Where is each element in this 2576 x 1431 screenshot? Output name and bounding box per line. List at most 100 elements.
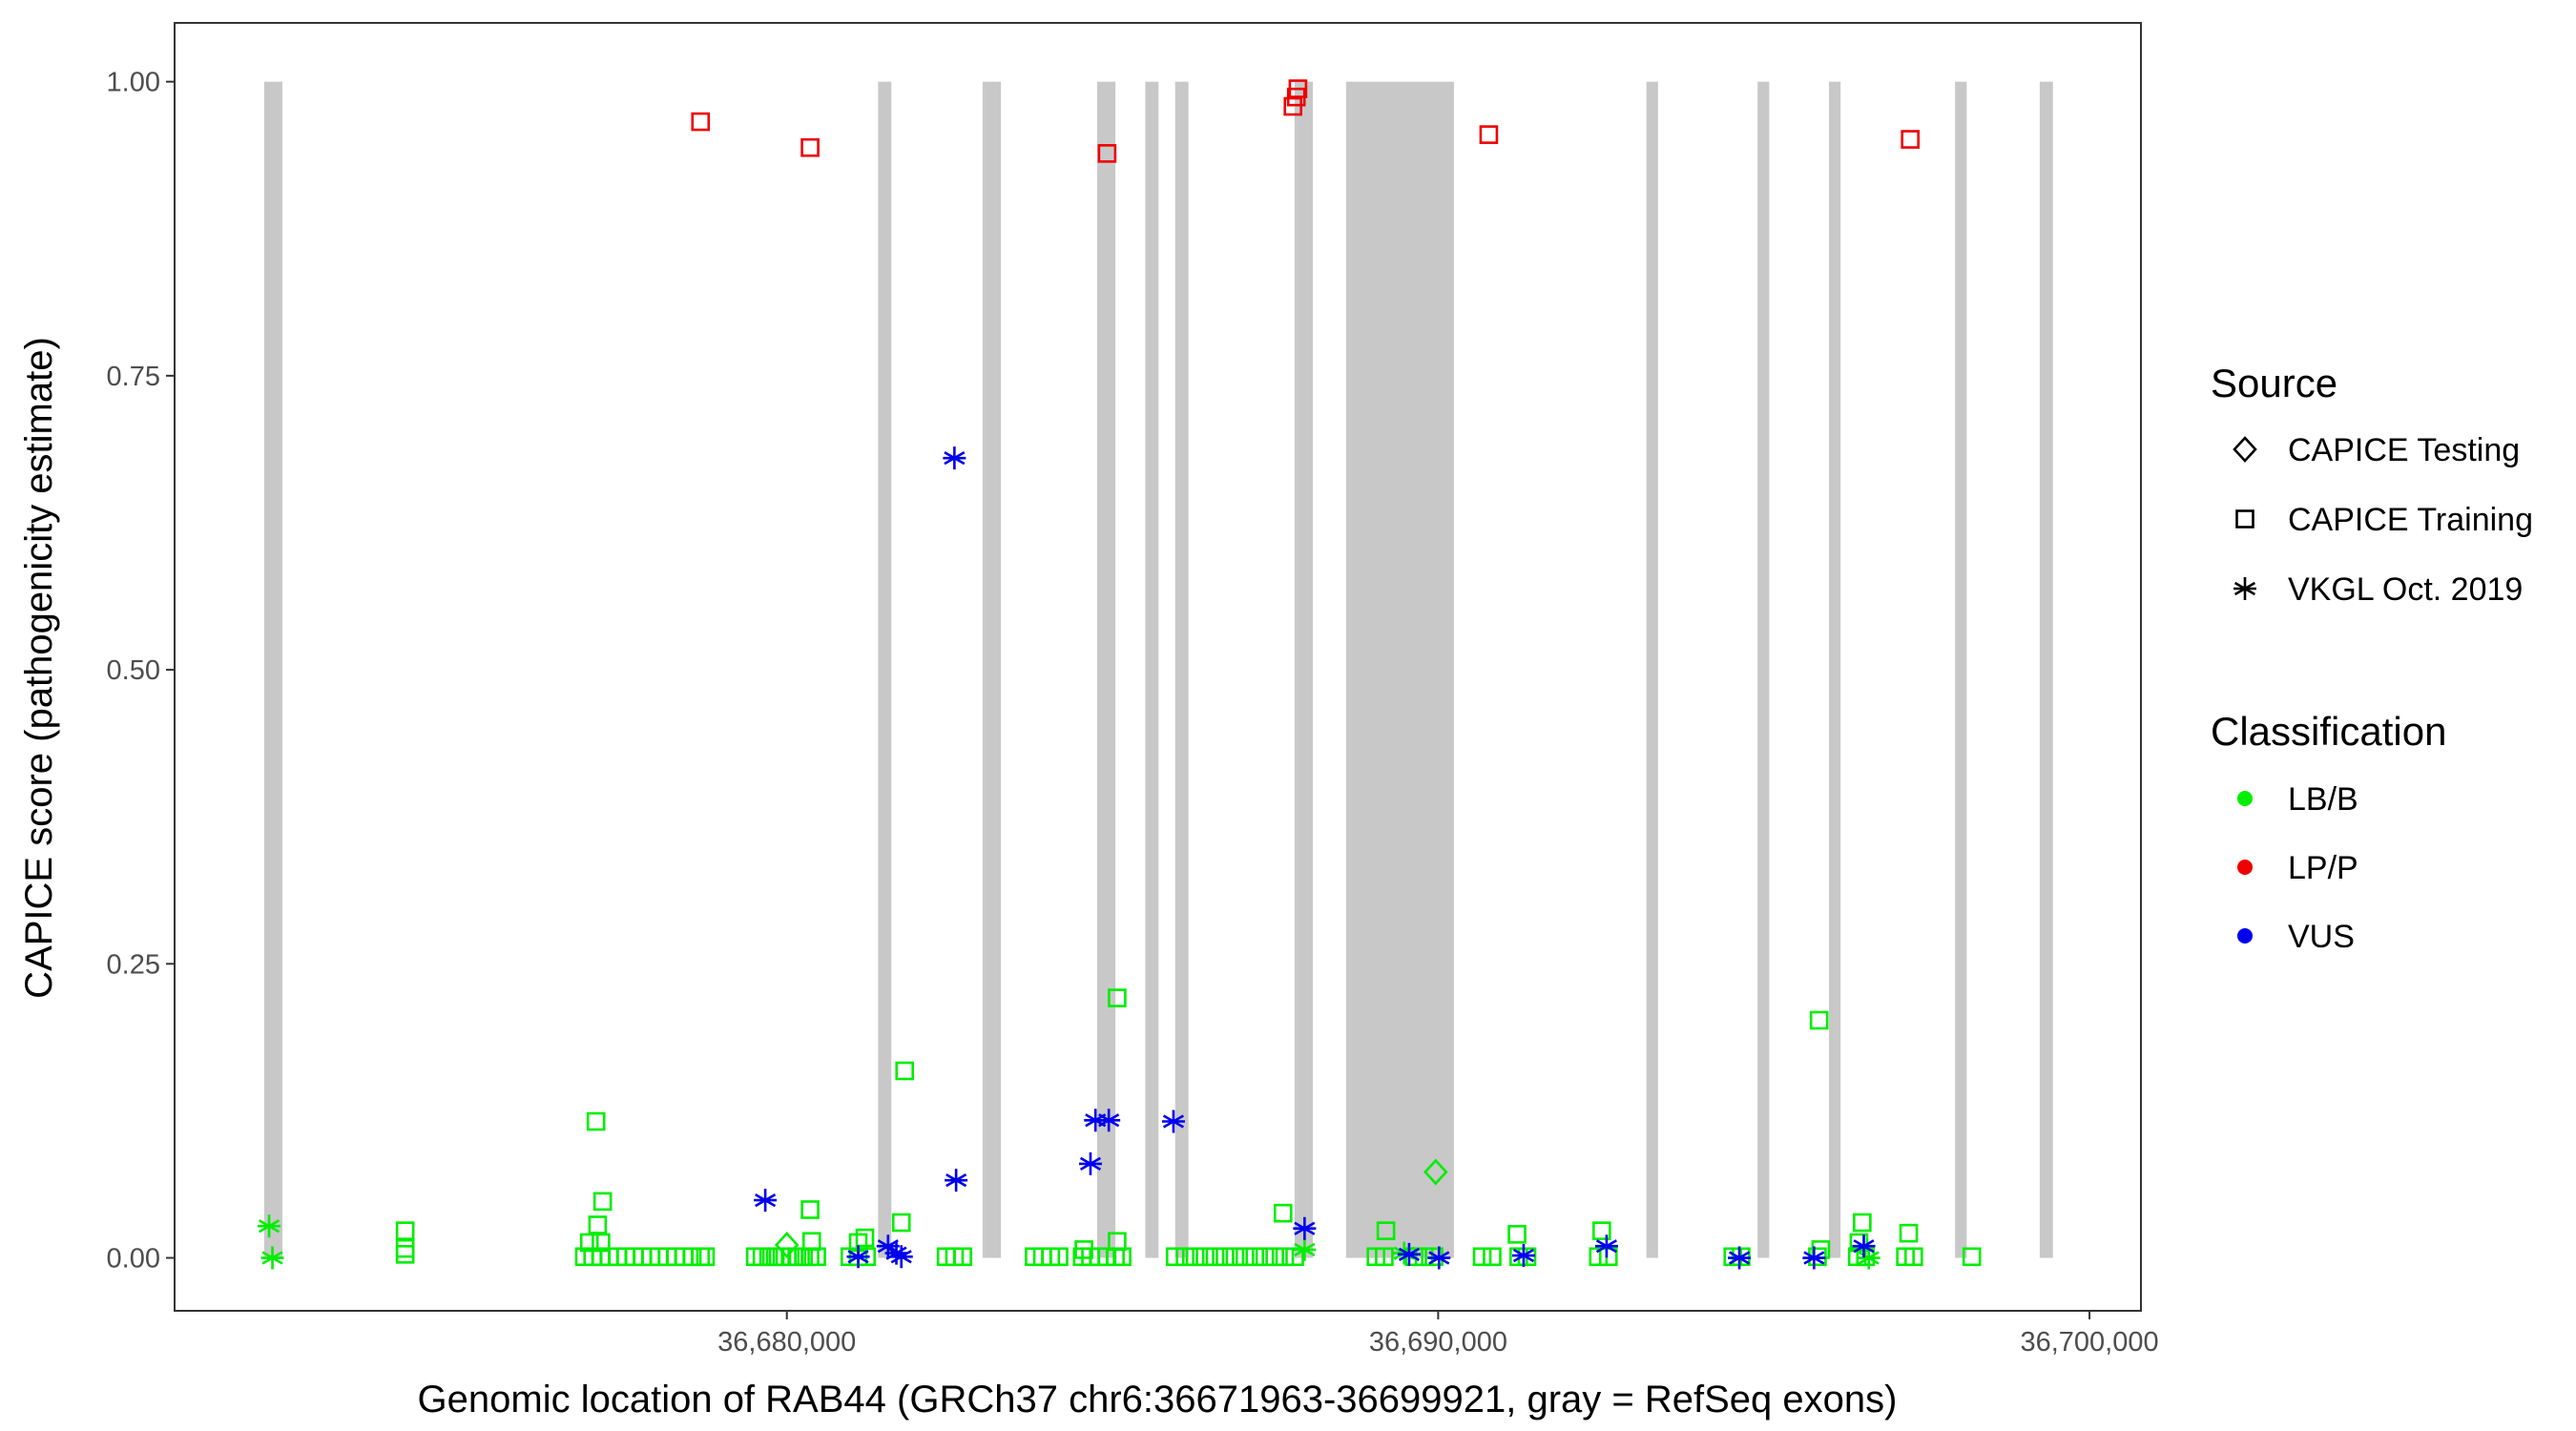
exon-band xyxy=(1955,81,1967,1258)
y-tick-label: 0.00 xyxy=(107,1244,160,1275)
data-point xyxy=(891,1213,911,1233)
data-point xyxy=(1205,1247,1225,1267)
data-point xyxy=(691,112,711,132)
data-point xyxy=(592,1233,611,1253)
data-point xyxy=(1904,1247,1923,1267)
legend-label: CAPICE Testing xyxy=(2288,432,2520,468)
data-point xyxy=(1427,1246,1451,1270)
data-point xyxy=(1594,1234,1618,1258)
data-point xyxy=(1195,1247,1215,1267)
data-point xyxy=(1293,1216,1317,1240)
data-point xyxy=(801,1232,821,1252)
y-tick-label: 0.75 xyxy=(107,362,160,392)
data-point xyxy=(1265,1247,1284,1267)
data-point xyxy=(1049,1247,1069,1267)
exon-band xyxy=(1096,81,1116,1258)
data-point xyxy=(895,1061,915,1081)
exon-band xyxy=(1828,81,1841,1258)
data-point xyxy=(774,1232,800,1258)
legend-label: VUS xyxy=(2288,919,2355,955)
data-point xyxy=(846,1245,870,1269)
data-point xyxy=(1857,1246,1880,1270)
data-point xyxy=(1283,96,1303,116)
data-point xyxy=(1809,1010,1829,1030)
legend-label: LP/P xyxy=(2288,850,2358,886)
data-point xyxy=(1852,1234,1876,1258)
y-tick-label: 0.25 xyxy=(107,949,160,980)
data-point xyxy=(588,1215,608,1234)
exon-band xyxy=(1294,81,1314,1258)
data-point xyxy=(1255,1247,1275,1267)
data-point xyxy=(1802,1246,1826,1270)
data-point xyxy=(876,1234,900,1258)
legend-key-diamond xyxy=(2233,436,2257,463)
legend-key-square xyxy=(2235,509,2254,529)
data-point xyxy=(1376,1221,1396,1240)
exon-bands xyxy=(263,81,2053,1258)
data-points xyxy=(258,79,1982,1270)
data-point xyxy=(1074,1240,1093,1259)
x-axis-title: Genomic location of RAB44 (GRCh37 chr6:3… xyxy=(418,1379,1898,1421)
data-point xyxy=(1849,1233,1869,1253)
data-point xyxy=(1273,1203,1293,1223)
x-tick-label: 36,700,000 xyxy=(2020,1327,2158,1358)
data-point xyxy=(1245,1247,1265,1267)
data-point xyxy=(1899,1223,1919,1243)
x-tick-label: 36,680,000 xyxy=(717,1327,856,1358)
data-point xyxy=(1375,1247,1394,1267)
data-point xyxy=(1598,1247,1618,1267)
data-point xyxy=(586,1111,606,1131)
data-point xyxy=(1215,1247,1235,1267)
exon-band xyxy=(1646,81,1658,1258)
data-point xyxy=(258,1214,281,1238)
exon-band xyxy=(2039,81,2053,1258)
data-point xyxy=(395,1221,415,1240)
legend-key-asterisk xyxy=(2233,577,2256,600)
legend-key-dot xyxy=(2237,928,2253,944)
legend: Source Classification CAPICE Testing CAPI… xyxy=(2211,361,2533,955)
legend-label: VKGL Oct. 2019 xyxy=(2288,571,2523,608)
y-tick-label: 1.00 xyxy=(107,68,160,98)
data-point xyxy=(1225,1247,1245,1267)
data-point xyxy=(1288,79,1308,98)
data-point xyxy=(1185,1247,1205,1267)
exon-band xyxy=(1345,81,1454,1258)
data-point xyxy=(1108,988,1127,1007)
data-point xyxy=(260,1246,284,1270)
data-point xyxy=(1483,1247,1502,1267)
data-point xyxy=(1235,1247,1255,1267)
data-point xyxy=(1853,1213,1872,1233)
data-point xyxy=(579,1233,599,1253)
exon-band xyxy=(878,81,892,1258)
data-point xyxy=(395,1245,415,1264)
exon-band xyxy=(1174,81,1189,1258)
data-point xyxy=(1293,1237,1317,1261)
x-tick-label: 36,690,000 xyxy=(1369,1327,1507,1358)
data-point xyxy=(395,1238,415,1258)
data-point xyxy=(943,446,966,470)
y-tick-label: 0.50 xyxy=(107,655,160,686)
data-point xyxy=(1097,1109,1121,1132)
legend-key-dot xyxy=(2237,791,2253,806)
exon-band xyxy=(263,81,282,1258)
data-point xyxy=(855,1228,875,1248)
data-point xyxy=(754,1189,778,1213)
data-point xyxy=(1175,1247,1195,1267)
data-point xyxy=(1901,130,1920,149)
data-point xyxy=(1592,1221,1611,1240)
data-point xyxy=(592,1192,613,1212)
axes: 0.00 0.25 0.50 0.75 1.00 36,680,000 36,690,000… xyxy=(107,68,2159,1358)
data-point xyxy=(953,1247,972,1267)
y-axis-title: CAPICE score (pathogenicity estimate) xyxy=(18,337,60,999)
data-point xyxy=(1275,1247,1295,1267)
data-point xyxy=(1397,1242,1421,1266)
legend-key-dot xyxy=(2237,860,2253,875)
legend-classification-title: Classification xyxy=(2211,709,2446,754)
data-point xyxy=(1161,1110,1185,1133)
data-point xyxy=(1097,144,1117,163)
legend-source-title: Source xyxy=(2211,361,2337,405)
data-point xyxy=(945,1169,968,1192)
legend-label: LB/B xyxy=(2288,781,2358,818)
data-point xyxy=(1084,1109,1108,1132)
